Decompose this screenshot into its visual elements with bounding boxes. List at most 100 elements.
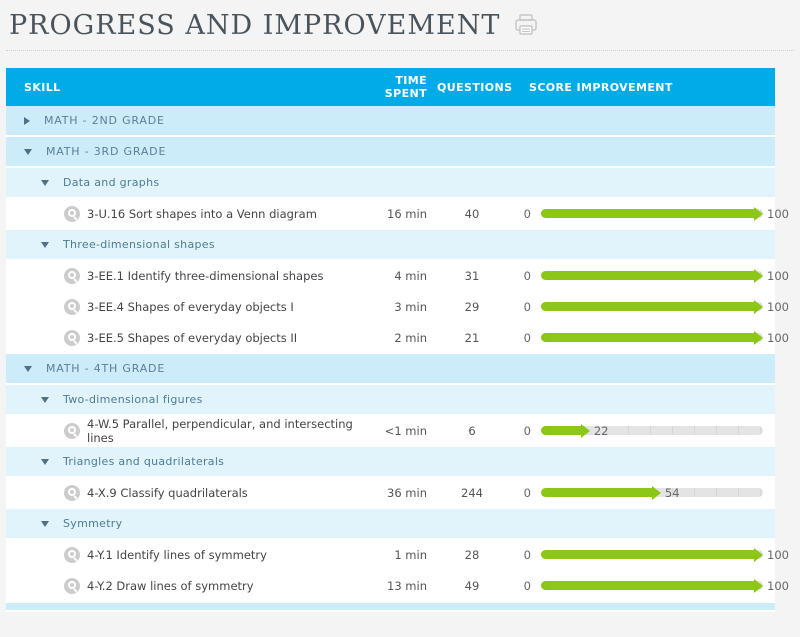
questions-value: 28 — [464, 547, 480, 562]
skill-name-cell: 3-EE.1 Identify three-dimensional shapes — [6, 267, 367, 284]
category-label: Symmetry — [63, 517, 123, 530]
time-spent-value: <1 min — [384, 423, 427, 438]
skill-name-cell: 3-EE.4 Shapes of everyday objects I — [6, 298, 367, 315]
score-track: 100 — [541, 299, 789, 314]
header-questions: QUESTIONS — [437, 80, 513, 94]
skill-link[interactable]: 4-X.9 Classify quadrilaterals — [87, 485, 248, 500]
score-arrow — [541, 268, 763, 283]
skill-row[interactable]: 3-EE.4 Shapes of everyday objects I 3 min… — [6, 292, 789, 323]
score-value-label: 100 — [767, 547, 789, 562]
score-arrow-head — [754, 547, 763, 562]
chevron-right-icon[interactable] — [24, 116, 30, 125]
skill-name-cell: 3-EE.5 Shapes of everyday objects II — [6, 329, 367, 346]
score-arrow — [541, 423, 590, 438]
score-value-label: 22 — [593, 423, 609, 438]
score-value-label: 100 — [767, 268, 789, 283]
magnifier-icon[interactable] — [64, 484, 80, 501]
score-improvement-cell: 0 100 — [507, 268, 789, 283]
header-time-spent: TIME SPENT — [384, 74, 427, 100]
chevron-down-icon[interactable] — [24, 365, 32, 372]
time-spent-value: 4 min — [394, 268, 427, 283]
score-track: 54 — [541, 485, 763, 500]
score-arrow-line — [541, 302, 755, 311]
skill-link[interactable]: 3-EE.4 Shapes of everyday objects I — [87, 299, 294, 314]
skill-link[interactable]: 3-U.16 Sort shapes into a Venn diagram — [87, 206, 317, 221]
skill-link[interactable]: 4-Y.1 Identify lines of symmetry — [87, 547, 267, 562]
partial-row — [6, 602, 775, 612]
category-row[interactable]: Three-dimensional shapes — [6, 230, 775, 261]
grade-row[interactable]: MATH - 3RD GRADE — [6, 137, 775, 168]
skill-name-cell: 4-Y.2 Draw lines of symmetry — [6, 577, 367, 594]
score-value-label: 100 — [767, 330, 789, 345]
skill-row[interactable]: 3-U.16 Sort shapes into a Venn diagram 16… — [6, 199, 789, 230]
magnifier-icon[interactable] — [64, 205, 80, 222]
skill-link[interactable]: 4-Y.2 Draw lines of symmetry — [87, 578, 254, 593]
score-arrow — [541, 206, 763, 221]
category-label: Data and graphs — [63, 176, 160, 189]
score-arrow-head — [580, 423, 590, 438]
score-improvement-cell: 0 100 — [507, 330, 789, 345]
category-row[interactable]: Two-dimensional figures — [6, 385, 775, 416]
chevron-down-icon[interactable] — [24, 148, 32, 155]
category-row[interactable]: Symmetry — [6, 509, 775, 540]
skill-link[interactable]: 3-EE.5 Shapes of everyday objects II — [87, 330, 298, 345]
questions-value: 31 — [464, 268, 480, 283]
score-arrow-head — [754, 330, 763, 345]
score-arrow-line — [541, 333, 755, 342]
skill-row[interactable]: 3-EE.5 Shapes of everyday objects II 2 mi… — [6, 323, 789, 354]
score-arrow — [541, 578, 763, 593]
category-row[interactable]: Triangles and quadrilaterals — [6, 447, 775, 478]
score-track: 100 — [541, 206, 789, 221]
category-label: Three-dimensional shapes — [63, 238, 215, 251]
score-arrow-line — [541, 581, 755, 590]
chevron-down-icon[interactable] — [41, 458, 49, 465]
skill-row[interactable]: 4-Y.2 Draw lines of symmetry 13 min 49 0 100 — [6, 571, 789, 602]
score-arrow — [541, 330, 763, 345]
magnifier-icon[interactable] — [64, 546, 80, 563]
skill-name-cell: 4-Y.1 Identify lines of symmetry — [6, 546, 367, 563]
magnifier-icon[interactable] — [64, 267, 80, 284]
grade-row[interactable]: MATH - 2ND GRADE — [6, 106, 775, 137]
questions-value: 49 — [464, 578, 480, 593]
skill-row[interactable]: 3-EE.1 Identify three-dimensional shapes… — [6, 261, 789, 292]
magnifier-icon[interactable] — [64, 329, 80, 346]
score-value-label: 100 — [767, 206, 789, 221]
score-improvement-cell: 0 100 — [507, 299, 789, 314]
header-score-improvement: SCORE IMPROVEMENT — [529, 80, 673, 94]
score-start-label: 0 — [523, 485, 531, 500]
skill-link[interactable]: 4-W.5 Parallel, perpendicular, and inter… — [87, 416, 353, 445]
score-start-label: 0 — [523, 578, 531, 593]
report-table: SKILL TIME SPENT QUESTIONS SCORE IMPROVE… — [6, 68, 789, 612]
score-improvement-cell: 0 100 — [507, 206, 789, 221]
score-improvement-cell: 0 22 — [507, 423, 775, 438]
chevron-down-icon[interactable] — [41, 396, 49, 403]
time-spent-value: 3 min — [394, 299, 427, 314]
skill-row[interactable]: 4-X.9 Classify quadrilaterals 36 min 244 0 5… — [6, 478, 775, 509]
skill-name-cell: 3-U.16 Sort shapes into a Venn diagram — [6, 205, 367, 222]
score-arrow-line — [541, 209, 755, 218]
questions-value: 6 — [468, 423, 476, 438]
magnifier-icon[interactable] — [64, 577, 80, 594]
score-arrow-line — [541, 550, 755, 559]
skill-link[interactable]: 3-EE.1 Identify three-dimensional shapes — [87, 268, 324, 283]
print-button[interactable] — [514, 14, 538, 36]
chevron-down-icon[interactable] — [41, 179, 49, 186]
time-spent-value: 1 min — [394, 547, 427, 562]
category-row[interactable]: Data and graphs — [6, 168, 775, 199]
time-spent-value: 16 min — [387, 206, 427, 221]
grade-row[interactable]: MATH - 4TH GRADE — [6, 354, 775, 385]
score-arrow-head — [754, 206, 763, 221]
magnifier-icon[interactable] — [64, 298, 80, 315]
chevron-down-icon[interactable] — [41, 241, 49, 248]
time-spent-value: 2 min — [394, 330, 427, 345]
skill-row[interactable]: 4-Y.1 Identify lines of symmetry 1 min 28 0… — [6, 540, 789, 571]
score-start-label: 0 — [523, 423, 531, 438]
category-label: Two-dimensional figures — [63, 393, 203, 406]
skill-row[interactable]: 4-W.5 Parallel, perpendicular, and inter… — [6, 416, 775, 447]
table-body: MATH - 2ND GRADE MATH - 3RD GRADE Data and… — [6, 106, 789, 612]
chevron-down-icon[interactable] — [41, 520, 49, 527]
score-track: 100 — [541, 578, 789, 593]
grade-label: MATH - 2ND GRADE — [44, 114, 165, 127]
magnifier-icon[interactable] — [64, 422, 80, 439]
score-arrow-line — [541, 488, 653, 497]
